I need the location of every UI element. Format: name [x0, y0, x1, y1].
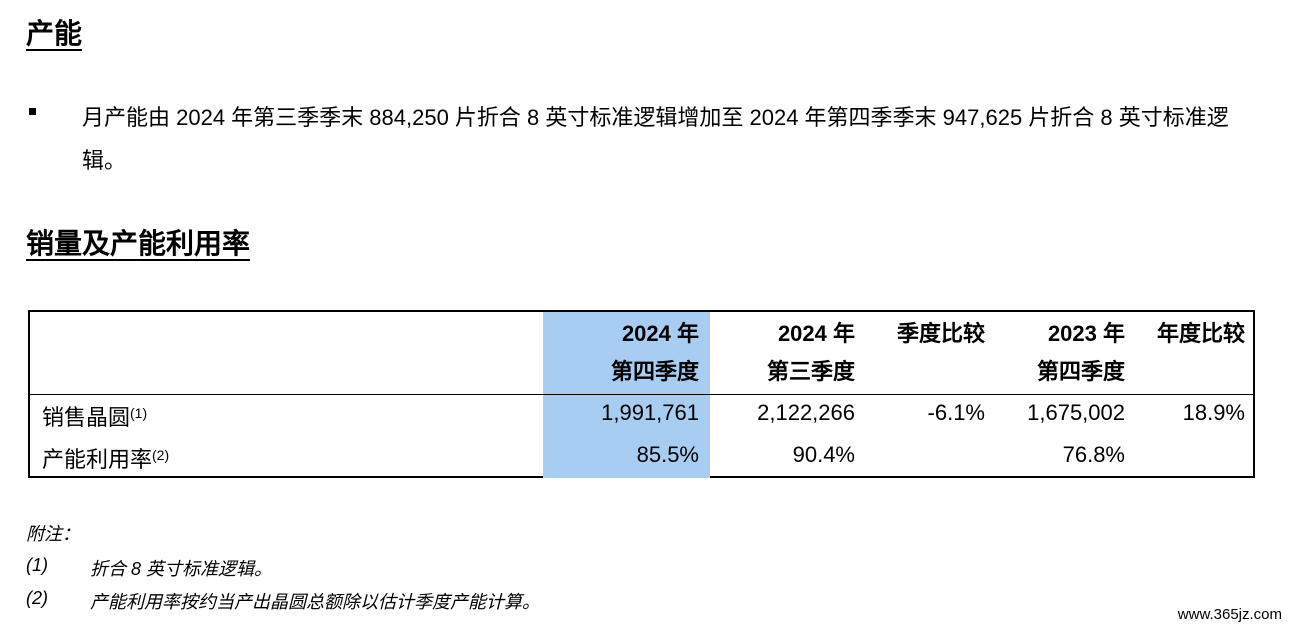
table-cell: -6.1% — [927, 400, 985, 425]
header-2024-q4-quarter: 第四季度 — [610, 359, 699, 384]
table-cell: 1,991,761 — [601, 400, 699, 425]
header-2024-q3-year: 2024 年 — [777, 321, 855, 346]
table-cell: 85.5% — [636, 442, 699, 467]
header-2024-q3-quarter: 第三季度 — [766, 359, 855, 384]
header-2024-q4-year: 2024 年 — [621, 321, 699, 346]
notes-title: 附注： — [26, 524, 80, 544]
current-quarter-highlight — [543, 312, 710, 478]
section-title-capacity: 产能 — [26, 18, 83, 49]
table-cell: 1,675,002 — [1027, 400, 1125, 425]
header-separator — [30, 394, 1253, 395]
section-title-shipments-utilization: 销量及产能利用率 — [26, 228, 251, 259]
row-label-wafer-shipments: 销售晶圆(1) — [42, 405, 148, 430]
table-cell: 2,122,266 — [757, 400, 855, 425]
row-label-utilization: 产能利用率(2) — [42, 447, 170, 472]
note-number-2: (2) — [26, 588, 48, 608]
note-text-2: 产能利用率按约当产出晶圆总额除以估计季度产能计算。 — [90, 592, 540, 612]
note-number-1: (1) — [26, 555, 48, 575]
capacity-bullet-text: 月产能由 2024 年第三季季末 884,250 片折合 8 英寸标准逻辑增加至… — [82, 105, 1229, 173]
table-cell: 76.8% — [1062, 442, 1125, 467]
header-2023-q4-year: 2023 年 — [1047, 321, 1125, 346]
shipments-utilization-table: 2024 年 第四季度 2024 年 第三季度 季度比较 2023 年 第四季度… — [28, 310, 1255, 478]
header-yoy: 年度比较 — [1156, 321, 1245, 346]
table-cell: 18.9% — [1182, 400, 1245, 425]
table-cell: 90.4% — [792, 442, 855, 467]
watermark-text: www.365jz.com — [1177, 606, 1282, 623]
note-text-1: 折合 8 英寸标准逻辑。 — [90, 559, 273, 579]
header-qoq: 季度比较 — [896, 321, 985, 346]
header-2023-q4-quarter: 第四季度 — [1036, 359, 1125, 384]
bullet-marker — [29, 108, 36, 115]
